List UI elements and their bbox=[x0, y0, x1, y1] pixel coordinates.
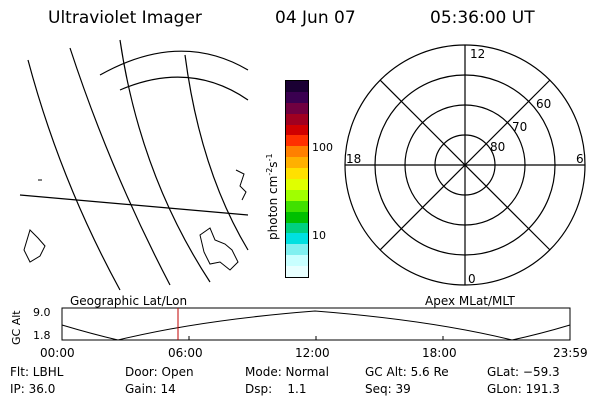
colorbar-segment bbox=[286, 135, 308, 147]
apex-title: Apex MLat/MLT bbox=[425, 294, 515, 308]
alt-ylabel: GC Alt bbox=[10, 310, 23, 345]
colorbar-segment bbox=[286, 189, 308, 201]
lon-line bbox=[19, 194, 249, 216]
alt-xtick-18: 18:00 bbox=[422, 346, 457, 360]
info-seq: Seq: 39 bbox=[365, 382, 411, 396]
colorbar-segment bbox=[286, 146, 308, 158]
alt-plot-frame bbox=[61, 307, 571, 341]
alt-xtick-12: 12:00 bbox=[295, 346, 330, 360]
lat-arc-5 bbox=[99, 50, 249, 76]
alt-xticks bbox=[61, 336, 571, 340]
instrument-title: Ultraviolet Imager bbox=[48, 8, 202, 28]
colorbar-segment bbox=[286, 157, 308, 169]
colorbar-segment bbox=[286, 266, 308, 278]
info-mode: Mode: Normal bbox=[245, 365, 329, 379]
colorbar-segment bbox=[286, 233, 308, 245]
info-flt: Flt: LBHL bbox=[10, 365, 64, 379]
colorbar-tick-10: 10 bbox=[312, 229, 326, 242]
alt-ytick-9: 9.0 bbox=[33, 306, 51, 319]
colorbar-segment bbox=[286, 113, 308, 125]
lat-ring-60 bbox=[344, 44, 586, 286]
lat-arc-2 bbox=[69, 47, 171, 286]
mlt-label-6: 6 bbox=[576, 152, 584, 166]
geographic-title: Geographic Lat/Lon bbox=[70, 294, 188, 308]
coastlines bbox=[23, 169, 247, 271]
lat-arc-1 bbox=[27, 59, 121, 291]
colorbar bbox=[285, 80, 309, 278]
lat-arc-4 bbox=[184, 54, 249, 251]
alt-curve bbox=[61, 310, 571, 341]
colorbar-segment bbox=[286, 91, 308, 103]
lat-ring-80 bbox=[404, 104, 526, 226]
info-gain: Gain: 14 bbox=[125, 382, 176, 396]
alt-ytick-1-8: 1.8 bbox=[33, 329, 51, 342]
lat-ring-70 bbox=[374, 74, 556, 256]
lat-arc-3 bbox=[119, 39, 211, 283]
colorbar-segment bbox=[286, 102, 308, 114]
colorbar-segment bbox=[286, 244, 308, 256]
alt-xtick-00: 00:00 bbox=[40, 346, 75, 360]
colorbar-segment bbox=[286, 168, 308, 180]
lat-label-70: 70 bbox=[512, 120, 527, 134]
mlt-label-12: 12 bbox=[470, 47, 485, 61]
mlt-label-0: 0 bbox=[468, 272, 476, 286]
info-glat: GLat: −59.3 bbox=[487, 365, 560, 379]
info-gc-alt: GC Alt: 5.6 Re bbox=[365, 365, 449, 379]
lat-arc-6 bbox=[119, 76, 249, 101]
latitude-arcs bbox=[27, 39, 249, 291]
colorbar-segment bbox=[286, 81, 308, 92]
lat-label-60: 60 bbox=[536, 97, 551, 111]
lat-ring-inner bbox=[434, 134, 496, 196]
lat-label-80: 80 bbox=[490, 140, 505, 154]
colorbar-segment bbox=[286, 255, 308, 267]
time-label: 05:36:00 UT bbox=[430, 8, 535, 28]
mlt-diagonal-1 bbox=[379, 79, 551, 251]
info-glon: GLon: 191.3 bbox=[487, 382, 560, 396]
colorbar-unit-label: photon cm-2s-1 bbox=[265, 153, 280, 240]
alt-xtick-2359: 23:59 bbox=[553, 346, 588, 360]
colorbar-segment bbox=[286, 200, 308, 212]
colorbar-segment bbox=[286, 211, 308, 223]
colorbar-segment bbox=[286, 179, 308, 190]
date-label: 04 Jun 07 bbox=[275, 8, 356, 28]
colorbar-tick-100: 100 bbox=[312, 141, 333, 154]
mlt-diagonal-2 bbox=[379, 79, 551, 251]
colorbar-segment bbox=[286, 124, 308, 136]
colorbar-segment bbox=[286, 222, 308, 234]
info-ip: IP: 36.0 bbox=[10, 382, 56, 396]
alt-xtick-06: 06:00 bbox=[168, 346, 203, 360]
info-door: Door: Open bbox=[125, 365, 194, 379]
info-dsp: Dsp: 1.1 bbox=[245, 382, 307, 396]
mlt-label-18: 18 bbox=[346, 152, 361, 166]
